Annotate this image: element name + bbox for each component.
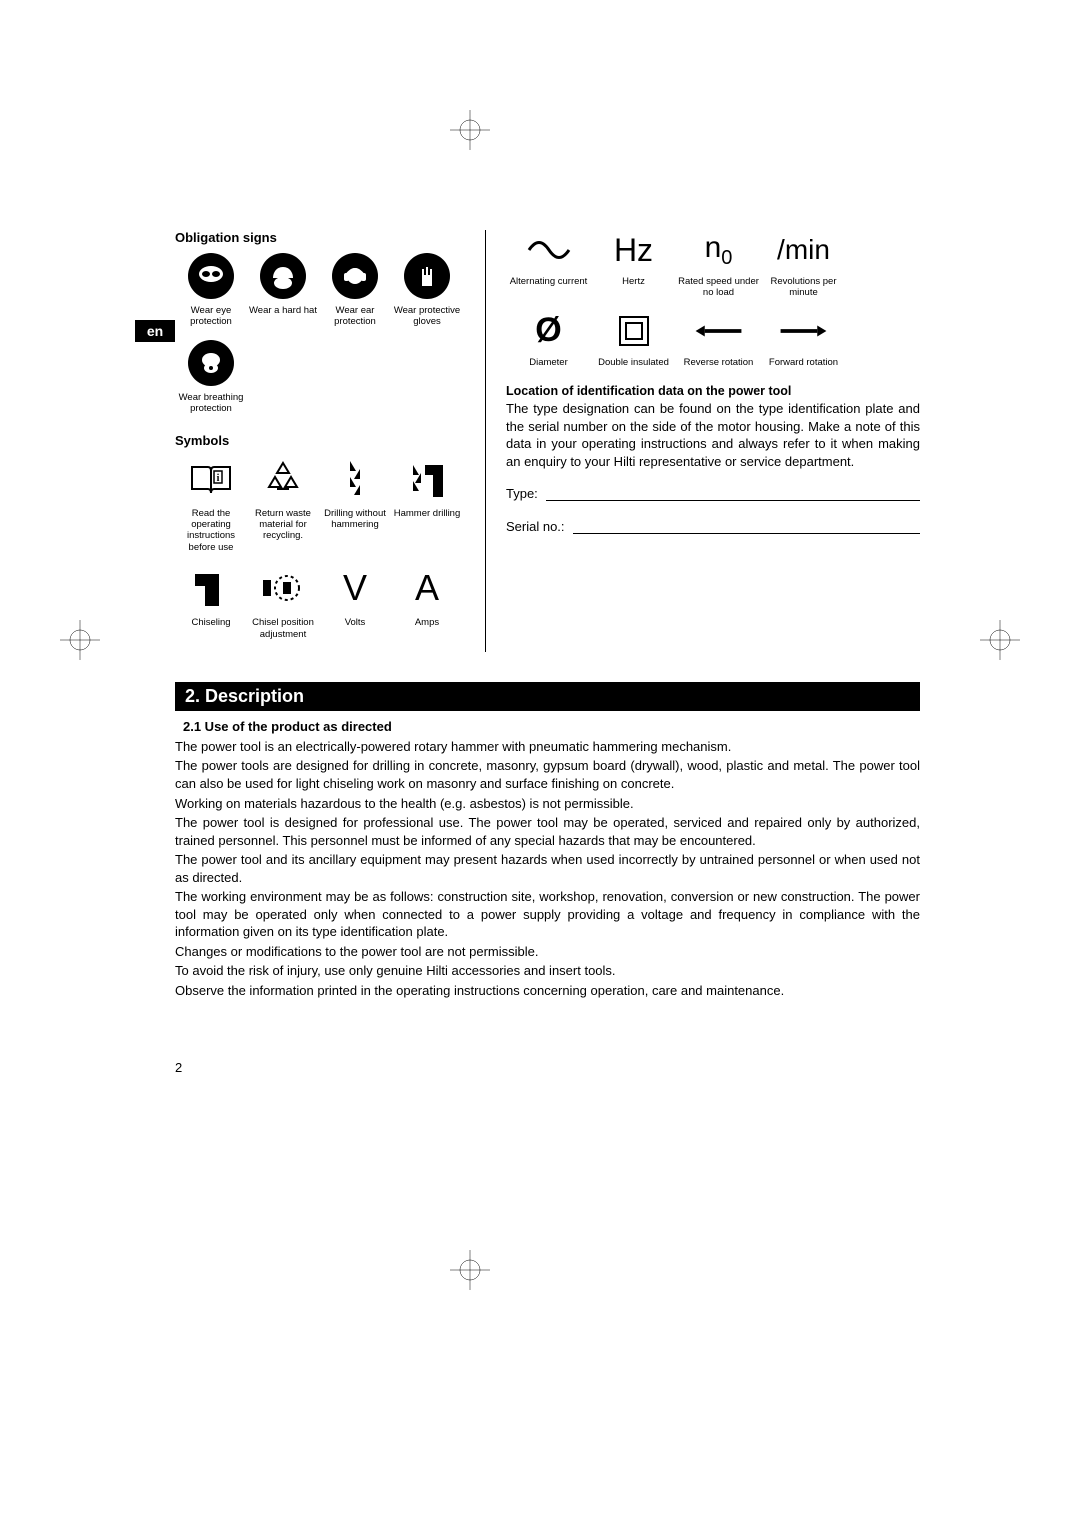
obl-gloves-label: Wear protective gloves	[391, 305, 463, 328]
para: The power tool is an electrically-powere…	[175, 738, 920, 756]
obl-hardhat-label: Wear a hard hat	[249, 305, 317, 316]
sym-chisel: Chiseling	[175, 565, 247, 640]
fwd-icon	[776, 311, 831, 351]
rsym-dbl-label: Double insulated	[598, 357, 669, 368]
recycle-icon	[260, 456, 306, 502]
n0-icon: n0	[691, 230, 746, 270]
obl-gloves: Wear protective gloves	[391, 253, 463, 328]
rsym-dia: Ø Diameter	[506, 311, 591, 368]
obligation-heading: Obligation signs	[175, 230, 465, 245]
obligation-grid: Wear eye protection Wear a hard hat Wear…	[175, 253, 465, 427]
sym-volts: V Volts	[319, 565, 391, 640]
para: The power tool is designed for professio…	[175, 814, 920, 849]
right-column: Alternating current Hz Hertz n0 Rated sp…	[485, 230, 920, 652]
para: Changes or modifications to the power to…	[175, 943, 920, 961]
gloves-icon	[404, 253, 450, 299]
symbols-heading: Symbols	[175, 433, 465, 448]
para: The working environment may be as follow…	[175, 888, 920, 941]
rsym-rpm-label: Revolutions per minute	[761, 276, 846, 299]
manual-icon: i	[188, 456, 234, 502]
volts-icon: V	[332, 565, 378, 611]
sym-recycle: Return waste material for recycling.	[247, 456, 319, 554]
sym-chiselpos-label: Chisel position adjustment	[247, 617, 319, 640]
rsym-n0: n0 Rated speed under no load	[676, 230, 761, 299]
dia-icon: Ø	[521, 311, 576, 351]
right-symbols-grid: Alternating current Hz Hertz n0 Rated sp…	[506, 230, 920, 380]
dbl-icon	[606, 311, 661, 351]
crop-mark-right	[980, 620, 1020, 660]
para: Working on materials hazardous to the he…	[175, 795, 920, 813]
rsym-rev: Reverse rotation	[676, 311, 761, 368]
rsym-n0-label: Rated speed under no load	[676, 276, 761, 299]
page-content: en Obligation signs Wear eye protection …	[175, 230, 920, 1075]
rsym-dia-label: Diameter	[529, 357, 568, 368]
sym-amps-label: Amps	[415, 617, 439, 628]
earmuffs-icon	[332, 253, 378, 299]
left-column: Obligation signs Wear eye protection Wea…	[175, 230, 465, 652]
crop-mark-top	[450, 110, 490, 150]
page-number: 2	[175, 1060, 920, 1075]
rsym-ac-label: Alternating current	[510, 276, 588, 287]
svg-text:i: i	[217, 473, 220, 484]
symbols-grid: i Read the operating instructions before…	[175, 456, 465, 652]
rsym-ac: Alternating current	[506, 230, 591, 299]
hz-icon: Hz	[606, 230, 661, 270]
sym-amps: A Amps	[391, 565, 463, 640]
section-subheading: 2.1 Use of the product as directed	[183, 719, 920, 734]
rsym-fwd: Forward rotation	[761, 311, 846, 368]
sym-hammerdrill-label: Hammer drilling	[394, 508, 461, 519]
obl-goggles: Wear eye protection	[175, 253, 247, 328]
rsym-rpm: /min Revolutions per minute	[761, 230, 846, 299]
rpm-icon: /min	[776, 230, 831, 270]
amps-icon: A	[404, 565, 450, 611]
sym-volts-label: Volts	[345, 617, 366, 628]
rsym-dbl: Double insulated	[591, 311, 676, 368]
sym-manual: i Read the operating instructions before…	[175, 456, 247, 554]
mask-icon	[188, 340, 234, 386]
hardhat-icon	[260, 253, 306, 299]
sym-chisel-label: Chiseling	[191, 617, 230, 628]
obl-mask-label: Wear breathing protection	[175, 392, 247, 415]
section-body: The power tool is an electrically-powere…	[175, 738, 920, 1000]
section-title-bar: 2. Description	[175, 682, 920, 711]
para: Observe the information printed in the o…	[175, 982, 920, 1000]
obl-ear-label: Wear ear protection	[319, 305, 391, 328]
obl-mask: Wear breathing protection	[175, 340, 247, 415]
obl-goggles-label: Wear eye protection	[175, 305, 247, 328]
para: To avoid the risk of injury, use only ge…	[175, 962, 920, 980]
type-label: Type:	[506, 486, 538, 501]
para: The power tool and its ancillary equipme…	[175, 851, 920, 886]
drill-icon	[332, 456, 378, 502]
sym-hammerdrill: Hammer drilling	[391, 456, 463, 554]
crop-mark-left	[60, 620, 100, 660]
serial-field: Serial no.:	[506, 519, 920, 534]
location-heading: Location of identification data on the p…	[506, 384, 920, 398]
chiselpos-icon	[260, 565, 306, 611]
language-tab: en	[135, 320, 175, 342]
sym-drill-label: Drilling without hammering	[319, 508, 391, 531]
sym-manual-label: Read the operating instructions before u…	[175, 508, 247, 554]
goggles-icon	[188, 253, 234, 299]
obl-ear: Wear ear protection	[319, 253, 391, 328]
chisel-icon	[188, 565, 234, 611]
type-field: Type:	[506, 486, 920, 501]
crop-mark-bottom	[450, 1250, 490, 1290]
para: The power tools are designed for drillin…	[175, 757, 920, 792]
rsym-hz: Hz Hertz	[591, 230, 676, 299]
rsym-fwd-label: Forward rotation	[769, 357, 838, 368]
sym-recycle-label: Return waste material for recycling.	[247, 508, 319, 542]
sym-chiselpos: Chisel position adjustment	[247, 565, 319, 640]
ac-icon	[521, 230, 576, 270]
hammerdrill-icon	[404, 456, 450, 502]
serial-label: Serial no.:	[506, 519, 565, 534]
rev-icon	[691, 311, 746, 351]
location-body: The type designation can be found on the…	[506, 400, 920, 470]
rsym-hz-label: Hertz	[622, 276, 645, 287]
sym-drill: Drilling without hammering	[319, 456, 391, 554]
rsym-rev-label: Reverse rotation	[684, 357, 754, 368]
obl-hardhat: Wear a hard hat	[247, 253, 319, 328]
